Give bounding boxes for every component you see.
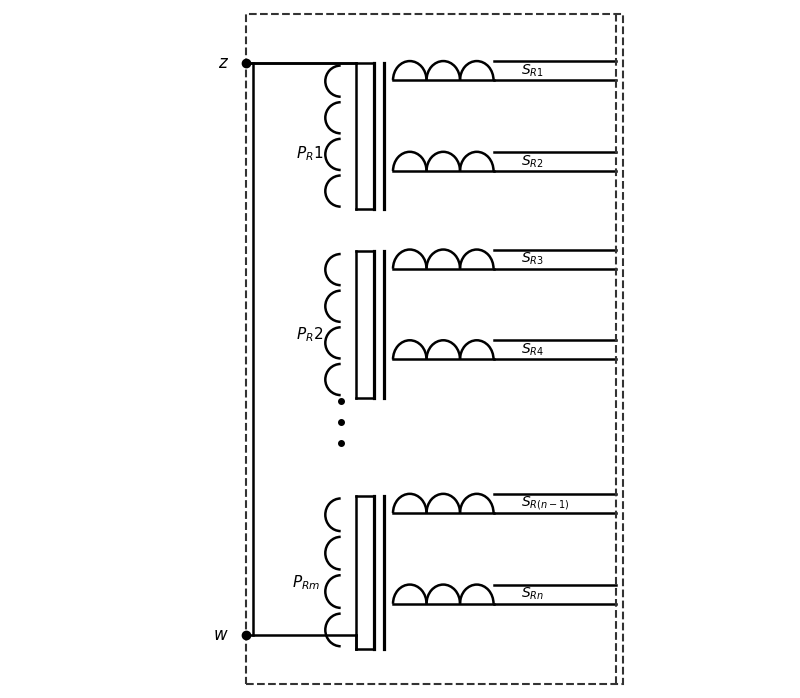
Text: $\mathit{S_{R4}}$: $\mathit{S_{R4}}$	[522, 342, 545, 358]
Text: $\mathit{S_{R(n-1)}}$: $\mathit{S_{R(n-1)}}$	[522, 494, 570, 512]
Text: $\mathit{P_R1}$: $\mathit{P_R1}$	[296, 144, 323, 163]
Text: $\mathit{S_{R1}}$: $\mathit{S_{R1}}$	[522, 63, 544, 79]
Text: $\mathit{S_{Rn}}$: $\mathit{S_{Rn}}$	[522, 586, 545, 602]
Text: $z$: $z$	[218, 54, 229, 72]
Text: $\mathit{S_{R2}}$: $\mathit{S_{R2}}$	[522, 154, 544, 170]
Text: $\mathit{P_{Rm}}$: $\mathit{P_{Rm}}$	[292, 574, 320, 592]
Text: $\mathit{P_R2}$: $\mathit{P_R2}$	[296, 326, 323, 344]
Text: $\mathit{S_{R3}}$: $\mathit{S_{R3}}$	[522, 251, 544, 267]
Text: $w$: $w$	[214, 626, 229, 644]
